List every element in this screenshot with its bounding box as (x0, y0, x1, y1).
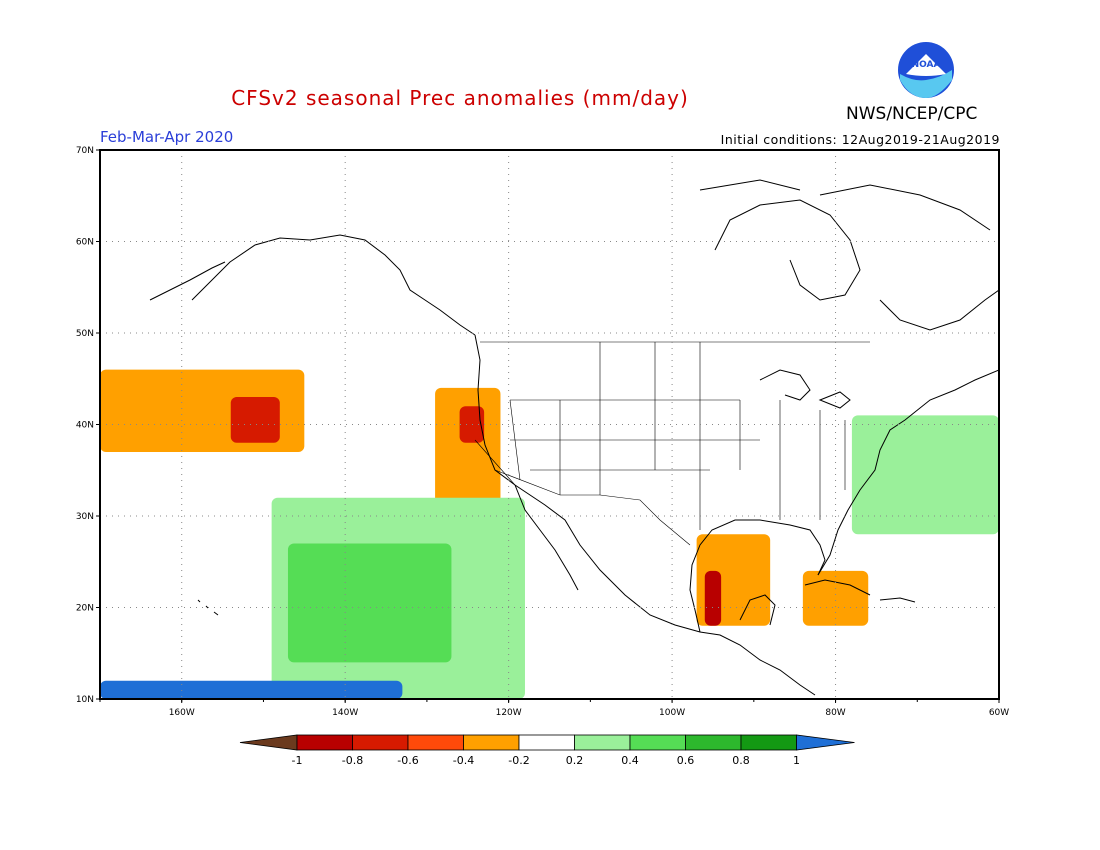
figure-title: CFSv2 seasonal Prec anomalies (mm/day) (231, 86, 689, 110)
hudson-bay (714, 199, 861, 301)
anomaly-region-dry (459, 406, 485, 443)
colorbar-swatch (740, 734, 797, 751)
gulf-coast (689, 519, 826, 633)
lat-label: 20N (76, 604, 94, 614)
colorbar-swatch (463, 734, 520, 751)
colorbar-label: 0.4 (621, 754, 639, 767)
colorbar-label: 0.6 (677, 754, 695, 767)
lat-label: 50N (76, 329, 94, 339)
anomaly-region-wet (851, 415, 999, 535)
lat-label: 70N (76, 146, 94, 156)
colorbar-label: -0.8 (342, 754, 363, 767)
labrador (879, 289, 999, 331)
colorbar-swatch (352, 734, 409, 751)
lon-label: 60W (989, 708, 1009, 718)
lat-label: 60N (76, 238, 94, 248)
noaa-logo-icon: NOAA (898, 42, 954, 98)
initial-conditions-label: Initial conditions: 12Aug2019-21Aug2019 (720, 132, 1000, 147)
colorbar-swatch (574, 734, 631, 751)
colorbar-label: 0.8 (732, 754, 750, 767)
colorbar-swatch (296, 734, 353, 751)
lon-label: 160W (169, 708, 195, 718)
baja-california (514, 484, 579, 591)
colorbar-labels: -1 -0.8 -0.6 -0.4 -0.2 0.2 0.4 0.6 0.8 1 (292, 754, 800, 767)
colorbar-swatch (407, 734, 464, 751)
coastlines-and-borders (149, 179, 999, 696)
alaska-coastline (191, 234, 476, 336)
us-east-coast (817, 369, 999, 576)
colorbar-label: -0.2 (508, 754, 529, 767)
great-lakes (759, 369, 851, 409)
hispaniola (879, 597, 916, 603)
colorbar-swatch-low (239, 734, 298, 751)
anomaly-region-dry (704, 570, 722, 626)
lon-label: 100W (659, 708, 685, 718)
noaa-logo-text: NOAA (912, 60, 941, 70)
colorbar-label: 1 (793, 754, 800, 767)
cuba (804, 579, 871, 596)
anomaly-region-wet (100, 680, 403, 699)
colorbar (239, 734, 855, 751)
anomaly-region-dry (230, 397, 280, 443)
longitude-labels: 160W 140W 120W 100W 80W 60W (169, 708, 1010, 718)
colorbar-swatch (685, 734, 742, 751)
precip-anomaly-field (100, 369, 999, 699)
colorbar-swatch-high (796, 734, 855, 751)
organization-label: NWS/NCEP/CPC (846, 104, 978, 124)
state-borders (474, 341, 870, 546)
colorbar-label: -0.4 (453, 754, 474, 767)
colorbar-label: 0.2 (566, 754, 584, 767)
lon-label: 120W (496, 708, 522, 718)
colorbar-swatch (518, 734, 575, 751)
aleutian-islands (149, 261, 226, 301)
latitude-labels: 10N 20N 30N 40N 50N 60N 70N (76, 146, 94, 705)
arctic-islands (699, 179, 991, 231)
yucatan (739, 594, 776, 626)
colorbar-swatch (629, 734, 686, 751)
anomaly-region-wet (287, 543, 452, 663)
lon-label: 80W (825, 708, 845, 718)
lat-label: 10N (76, 695, 94, 705)
lat-label: 40N (76, 421, 94, 431)
anomaly-region-dry (802, 570, 869, 626)
colorbar-label: -1 (292, 754, 303, 767)
colorbar-label: -0.6 (397, 754, 418, 767)
us-west-coast (474, 334, 816, 696)
lat-label: 30N (76, 512, 94, 522)
lon-label: 140W (332, 708, 358, 718)
axis-ticks (96, 149, 1000, 703)
season-label: Feb-Mar-Apr 2020 (100, 128, 234, 146)
hawaii-islands (197, 599, 219, 616)
